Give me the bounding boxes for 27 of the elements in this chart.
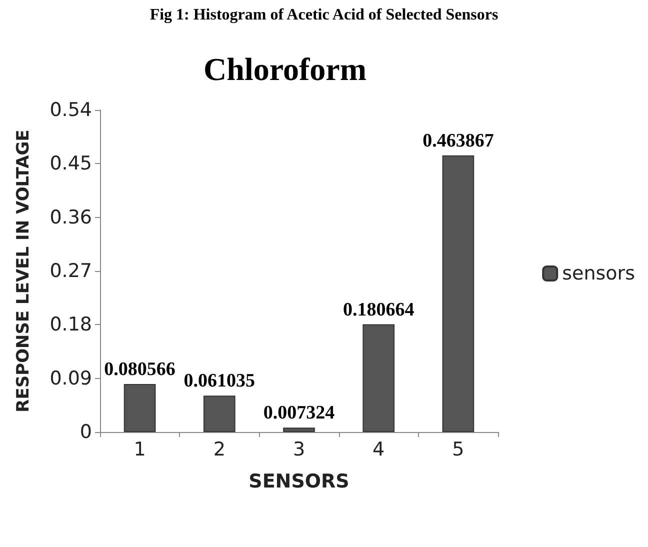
y-tick-label: 0.09: [50, 367, 92, 390]
data-label: 0.180664: [342, 299, 415, 320]
data-label: 0.463867: [422, 130, 494, 152]
bar: [362, 324, 395, 432]
legend-label: sensors: [562, 262, 636, 284]
data-label: 0.007324: [263, 402, 336, 424]
caption: Fig 1: Histogram of Acetic Acid of Selected Sensors: [150, 6, 498, 24]
y-tick-label: 0.54: [50, 99, 92, 121]
bar: [203, 396, 236, 432]
bar: [442, 155, 474, 432]
y-tick-label: 0.18: [50, 314, 92, 336]
x-tick-label: 1: [134, 438, 146, 460]
x-tick-label: 5: [452, 438, 464, 460]
bar: [124, 384, 156, 432]
y-tick-label: 0.36: [50, 206, 92, 228]
bar: [283, 428, 315, 432]
data-label: 0.080566: [104, 358, 176, 380]
y-tick-label: 0.45: [50, 152, 92, 175]
x-axis-title: SENSORS: [248, 470, 350, 492]
x-tick-label: 2: [213, 438, 226, 460]
chart-title: Chloroform: [204, 51, 367, 87]
x-tick-label: 4: [372, 438, 385, 460]
y-tick-label: 0: [80, 421, 92, 443]
data-label: 0.061035: [184, 370, 256, 392]
y-tick-label: 0.27: [50, 260, 92, 282]
y-axis-title: RESPONSE LEVEL IN VOLTAGE: [14, 130, 34, 412]
x-tick-label: 3: [292, 438, 306, 460]
